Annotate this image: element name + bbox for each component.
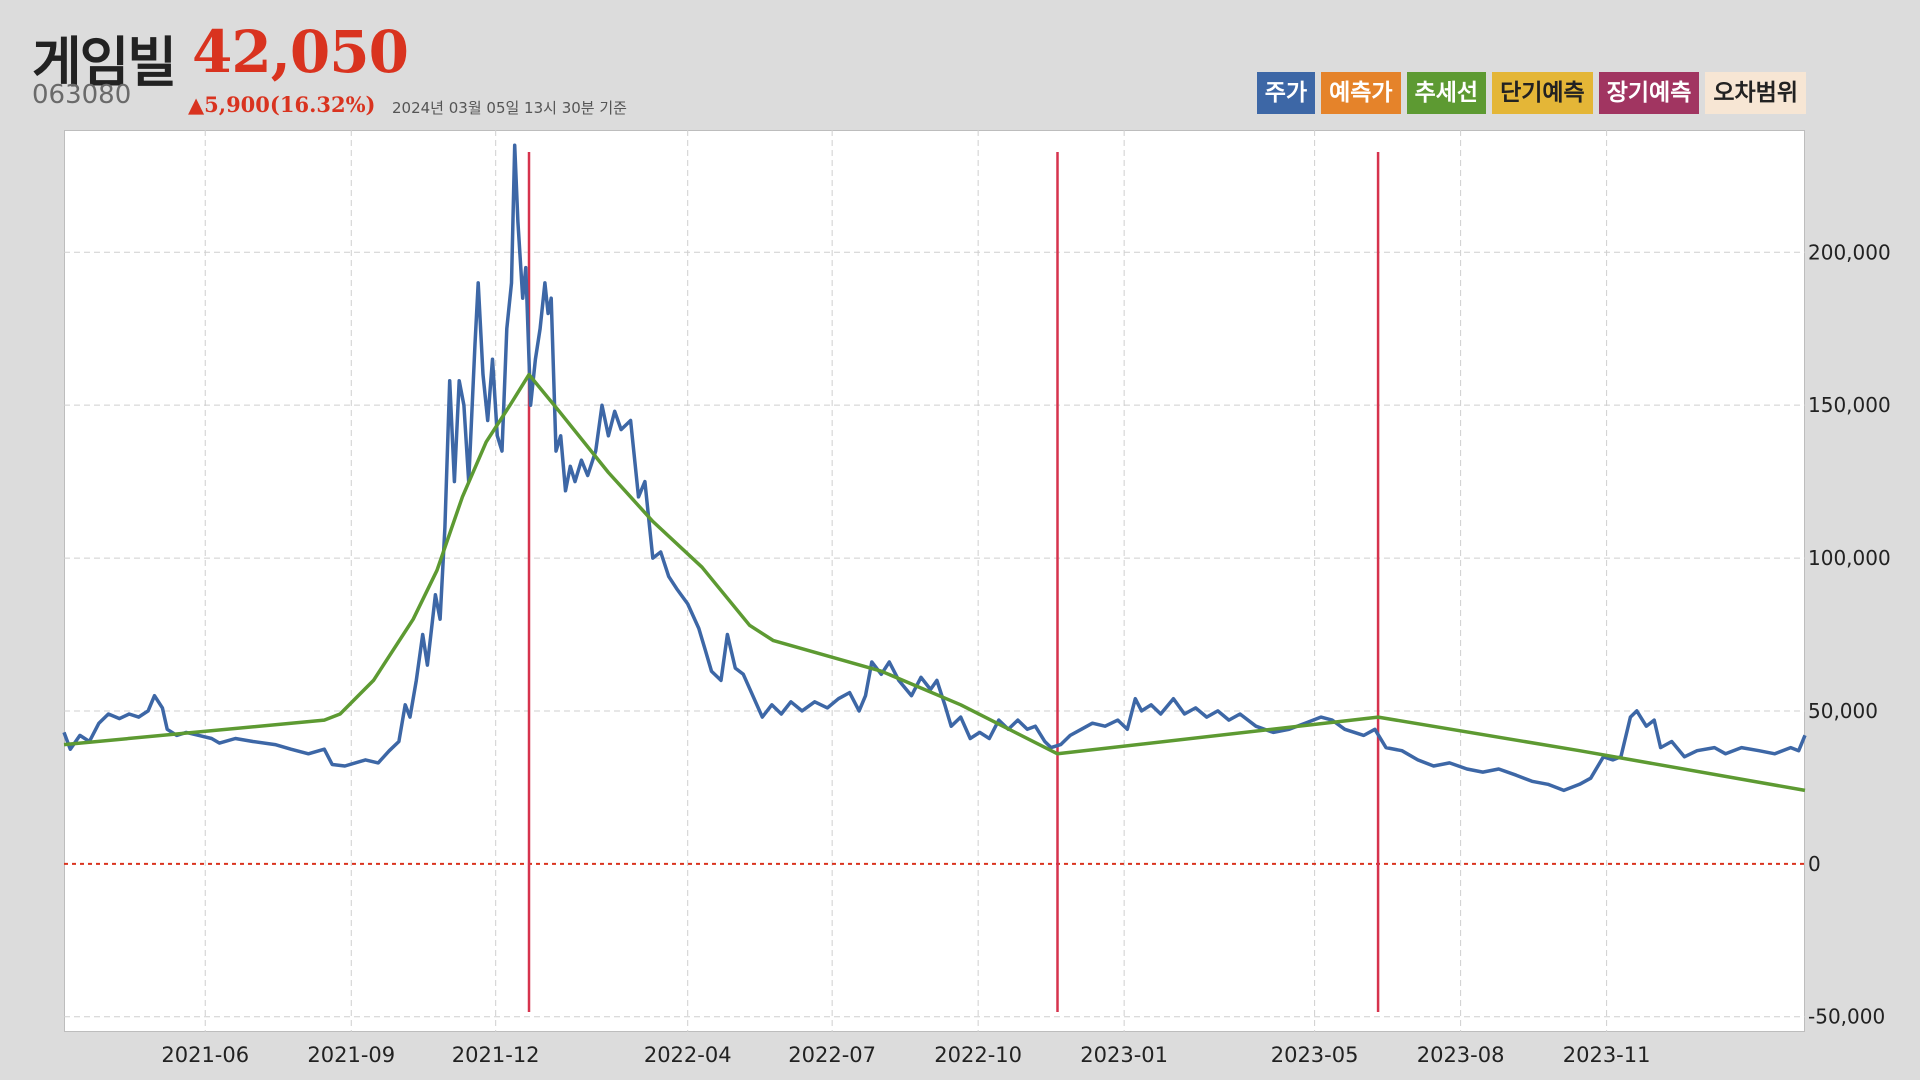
x-tick-label: 2023-05 bbox=[1271, 1043, 1359, 1067]
x-tick-label: 2022-04 bbox=[644, 1043, 732, 1067]
legend-item-stock-price[interactable]: 주가 bbox=[1256, 72, 1316, 114]
x-tick-label: 2021-09 bbox=[307, 1043, 395, 1067]
trendline bbox=[63, 372, 1806, 793]
current-price: 42,050 bbox=[192, 18, 409, 86]
price-change: ▲5,900(16.32%) bbox=[188, 92, 376, 117]
stock-code: 063080 bbox=[32, 80, 132, 110]
x-tick-label: 2023-01 bbox=[1080, 1043, 1168, 1067]
x-tick-label: 2022-10 bbox=[934, 1043, 1022, 1067]
legend-item-long-term-forecast[interactable]: 장기예측 bbox=[1598, 72, 1700, 114]
x-tick-label: 2022-07 bbox=[788, 1043, 876, 1067]
x-tick-label: 2023-11 bbox=[1563, 1043, 1651, 1067]
x-tick-label: 2023-08 bbox=[1417, 1043, 1505, 1067]
x-tick-label: 2021-12 bbox=[452, 1043, 540, 1067]
stock-price-line bbox=[62, 143, 1807, 793]
legend-item-short-term-forecast[interactable]: 단기예측 bbox=[1492, 72, 1593, 114]
legend-item-predicted-price[interactable]: 예측가 bbox=[1321, 72, 1401, 114]
stock-name: 게임빌 bbox=[32, 31, 177, 94]
y-tick-label: 50,000 bbox=[1808, 699, 1878, 723]
timestamp: 2024년 03월 05일 13시 30분 기준 bbox=[392, 99, 627, 117]
legend-item-trendline[interactable]: 추세선 bbox=[1406, 72, 1487, 114]
plot-area bbox=[64, 130, 1805, 1032]
legend-item-error-range[interactable]: 오차범위 bbox=[1705, 72, 1806, 114]
y-tick-label: 200,000 bbox=[1808, 240, 1891, 264]
legend: 주가 예측가 추세선 단기예측 장기예측 오차범위 bbox=[1256, 72, 1806, 114]
y-tick-label: 0 bbox=[1808, 852, 1821, 876]
y-tick-label: -50,000 bbox=[1808, 1005, 1885, 1029]
y-tick-label: 100,000 bbox=[1808, 546, 1891, 570]
y-tick-label: 150,000 bbox=[1808, 393, 1891, 417]
x-tick-label: 2021-06 bbox=[161, 1043, 249, 1067]
